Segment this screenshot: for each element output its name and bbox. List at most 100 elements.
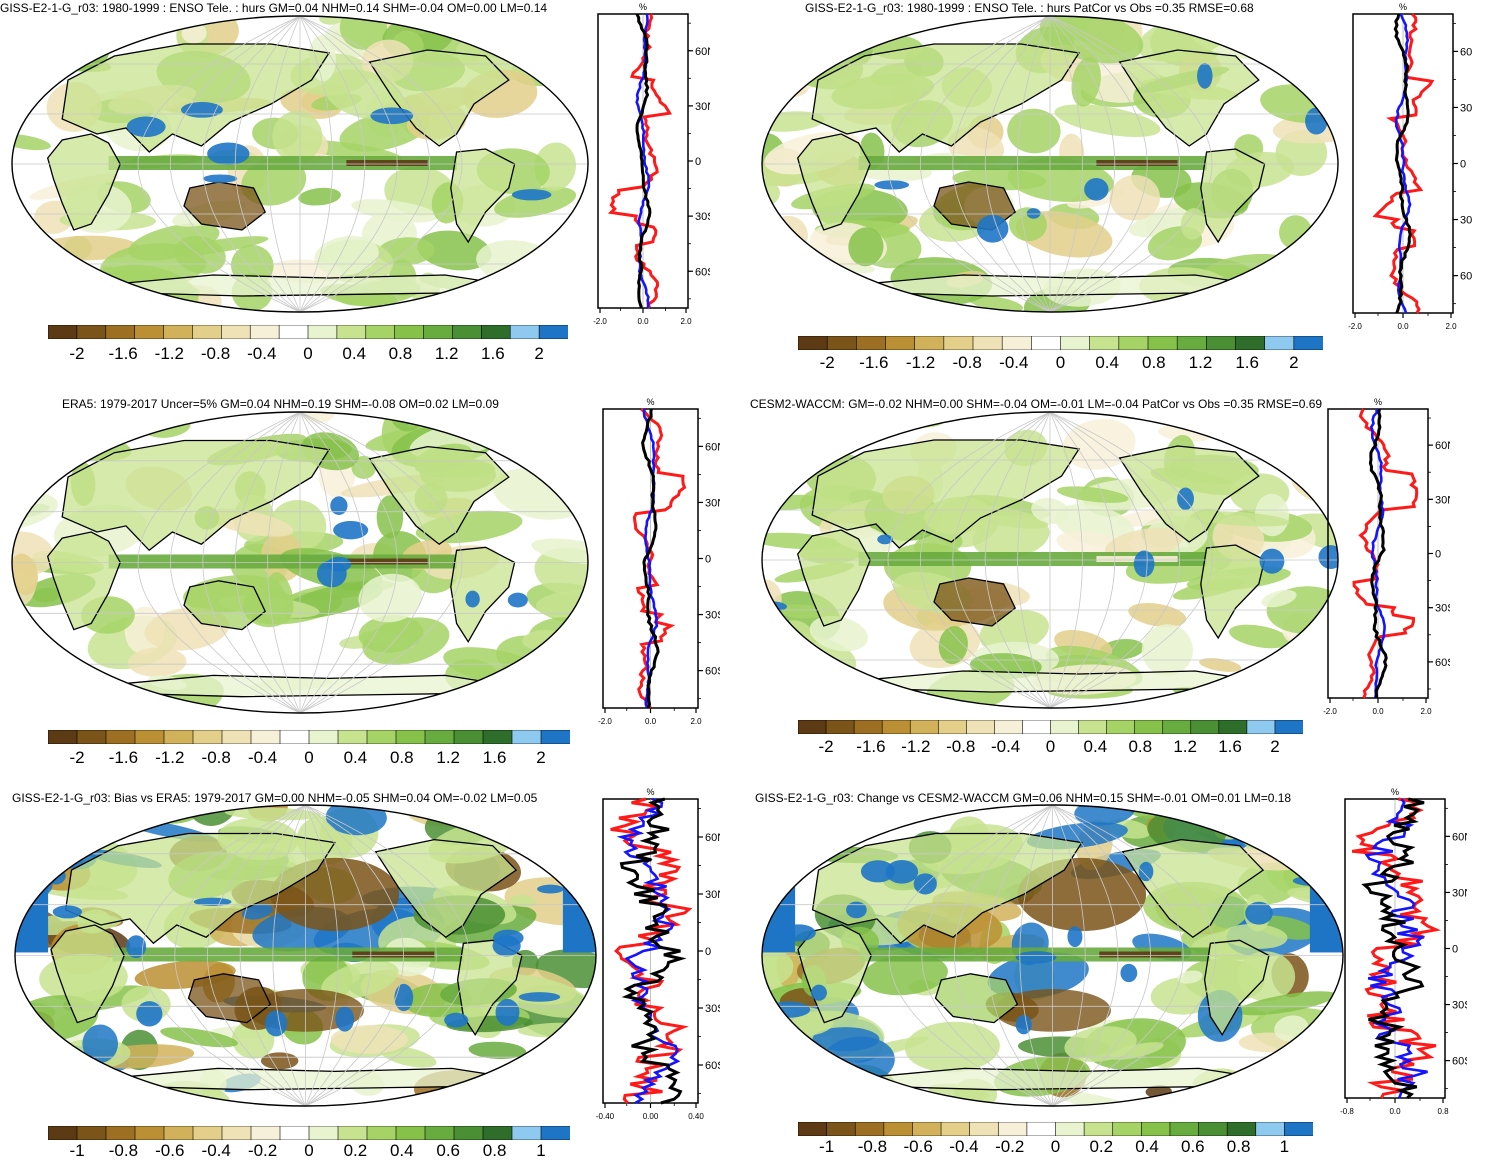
colorbar-tick-label: -1.2 — [154, 344, 184, 363]
land-area — [65, 833, 335, 944]
colorbar-swatch — [1055, 1122, 1085, 1136]
panel-model-patcor: GISS-E2-1-G_r03: 1980-1999 : ENSO Tele. … — [745, 0, 1489, 380]
map-border — [11, 411, 589, 714]
colorbar-swatch — [76, 1126, 107, 1140]
land-area — [812, 44, 1079, 152]
profile-line — [635, 13, 652, 309]
robinson-map — [11, 411, 589, 714]
colorbar-swatch — [538, 325, 568, 339]
coastline — [183, 580, 267, 631]
colorbar-tick-label: -1 — [69, 1141, 85, 1160]
colorbar-tick-label: -0.4 — [990, 737, 1021, 756]
graticule — [15, 805, 596, 1106]
colorbar-tick-label: -0.4 — [201, 1141, 231, 1160]
colorbar-tick-label: -2 — [818, 737, 834, 756]
lat-tick-label: 30S — [705, 1003, 720, 1015]
colorbar-swatch — [134, 325, 165, 339]
land-area — [1200, 149, 1265, 242]
colorbar-tick-label: 0.2 — [1089, 1137, 1114, 1156]
colorbar-swatch — [1206, 336, 1237, 350]
colorbar-swatch — [540, 730, 570, 744]
profile-line — [1361, 797, 1425, 1100]
colorbar-swatch — [48, 1126, 78, 1140]
colorbar-swatch — [134, 730, 165, 744]
x-tick-label: 2.0 — [1445, 322, 1457, 331]
lat-tick-label: 60S — [1452, 1056, 1467, 1068]
colorbar-tick-label: -1.6 — [108, 344, 138, 363]
lat-tick-label: 60 — [1460, 46, 1472, 58]
zonal-profile: % 60 30 0 30 60 -2.0 0.0 2.0 — [1348, 2, 1472, 331]
colorbar-tick-label: -0.4 — [247, 344, 277, 363]
colorbar-tick-label: -2 — [819, 353, 835, 372]
colorbar-swatch — [1022, 720, 1052, 734]
lat-tick-label: 0 — [705, 554, 711, 566]
colorbar — [48, 730, 570, 744]
map-border — [11, 15, 589, 313]
profile-unit: % — [639, 2, 647, 12]
robinson-map — [761, 15, 1339, 313]
land-area — [184, 182, 266, 230]
colorbar-swatch — [937, 720, 968, 734]
colorbar-swatch — [1246, 720, 1276, 734]
colorbar-swatch — [1106, 720, 1136, 734]
coastline — [64, 832, 336, 945]
profile-line — [1393, 13, 1412, 314]
coastline — [811, 832, 1083, 945]
coastline — [50, 924, 125, 1024]
x-tick-label: 0.0 — [645, 717, 657, 726]
graticule — [762, 412, 1338, 708]
profile-unit: % — [1399, 2, 1407, 12]
colorbar-tick-label: 1.2 — [1173, 737, 1197, 756]
colorbar — [798, 336, 1323, 350]
colorbar-swatch — [1060, 336, 1091, 350]
colorbar-labels: -2 -1.6 -1.2 -0.8 -0.4 0 0.4 0.8 1.2 1.6 2 — [48, 748, 570, 770]
lat-tick-label: 30N — [1452, 887, 1467, 899]
profile-line — [632, 407, 687, 710]
land-area — [188, 973, 271, 1023]
land-area — [369, 50, 509, 146]
colorbar-labels: -1 -0.8 -0.6 -0.4 -0.2 0 0.2 0.4 0.6 0.8 1 — [798, 1137, 1313, 1159]
colorbar-swatch — [453, 730, 484, 744]
land-area — [864, 671, 1253, 692]
land-area — [114, 675, 504, 697]
colorbar-tick-label: 1 — [1279, 1137, 1290, 1156]
x-tick-label: 0.8 — [1437, 1107, 1449, 1116]
colorbar-tick-label: 1.2 — [434, 344, 459, 363]
zonal-profile: % 60N 30N 0 30S 60S -2.0 0.0 2.0 — [1323, 397, 1450, 716]
land-area — [457, 940, 522, 1035]
colorbar-tick-label: -0.4 — [247, 748, 278, 767]
lat-tick-label: 60N — [1435, 440, 1450, 452]
colorbar-tick-label: 1.6 — [1235, 353, 1259, 372]
panel-title: GISS-E2-1-G_r03: 1980-1999 : ENSO Tele. … — [805, 1, 1254, 15]
land-area — [51, 925, 125, 1023]
coastline — [811, 43, 1081, 153]
colorbar-tick-label: -0.4 — [949, 1137, 979, 1156]
coastline — [46, 531, 121, 631]
colorbar-swatch — [365, 325, 396, 339]
lat-tick-label: 0 — [1435, 549, 1441, 561]
colorbar-swatch — [1050, 720, 1080, 734]
colorbar-swatch — [76, 325, 107, 339]
land-area — [1119, 50, 1259, 146]
profile-line — [607, 13, 673, 309]
colorbar-swatch — [798, 720, 827, 734]
colorbar-swatch — [482, 730, 513, 744]
colorbar-tick-label: -1.2 — [901, 737, 931, 756]
x-tick-label: -0.40 — [596, 1112, 615, 1121]
colorbar-swatch — [909, 720, 940, 734]
colorbar-tick-label: 1.6 — [1218, 737, 1242, 756]
colorbar-swatch — [912, 1122, 942, 1136]
colorbar-tick-label: 0.8 — [389, 748, 414, 767]
coastline — [61, 43, 331, 153]
colorbar-tick-label: 0.6 — [436, 1141, 461, 1160]
colorbar-tick-label: -0.8 — [857, 1137, 888, 1156]
colorbar-tick-label: 1.2 — [1188, 353, 1213, 372]
colorbar-swatch — [452, 325, 483, 339]
colorbar-swatch — [1026, 1122, 1057, 1136]
colorbar-tick-label: -0.8 — [108, 1141, 139, 1160]
colorbar-swatch — [366, 1126, 397, 1140]
land-area — [1204, 940, 1269, 1035]
colorbar-tick-label: 2 — [1270, 737, 1280, 756]
lat-tick-label: 0 — [1460, 159, 1466, 171]
colorbar-swatch — [1118, 336, 1149, 350]
